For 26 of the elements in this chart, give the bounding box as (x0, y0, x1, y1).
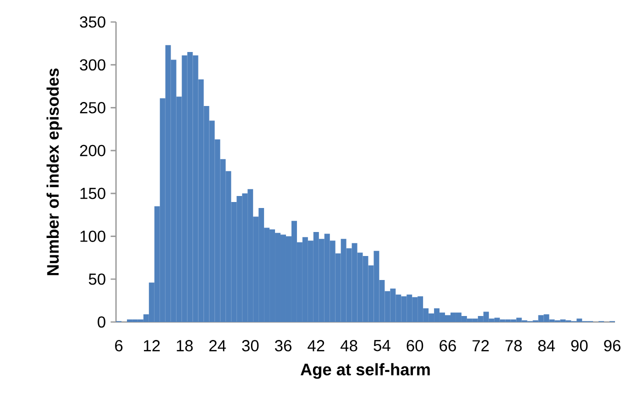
x-tick-label: 48 (340, 340, 358, 352)
y-tick-label: 150 (80, 188, 106, 200)
x-tick-label: 66 (440, 340, 456, 352)
y-tick-label: 350 (80, 16, 106, 28)
x-tick-label: 78 (505, 340, 522, 352)
y-tick-label: 50 (88, 273, 106, 285)
x-tick-label: 96 (604, 340, 620, 352)
x-tick-label: 54 (374, 340, 390, 352)
y-tick-label: 0 (98, 316, 106, 328)
x-tick-label: 72 (472, 340, 489, 352)
x-tick-label: 30 (242, 340, 259, 352)
y-tick-label: 250 (80, 102, 106, 114)
x-tick-label: 90 (571, 340, 588, 352)
x-tick-label: 12 (144, 340, 160, 352)
x-tick-label: 60 (406, 340, 424, 352)
x-axis-title: Age at self-harm (300, 363, 430, 379)
y-tick-label: 300 (80, 59, 106, 71)
x-tick-label: 6 (115, 340, 122, 352)
y-tick-label: 100 (80, 230, 106, 242)
x-tick-label: 84 (538, 340, 555, 352)
y-tick-label: 200 (80, 144, 106, 156)
x-tick-label: 36 (274, 340, 292, 352)
x-tick-label: 18 (176, 340, 193, 352)
y-axis-title: Number of index episodes (46, 68, 62, 276)
x-tick-label: 42 (308, 340, 324, 352)
x-tick-label: 24 (209, 340, 226, 352)
